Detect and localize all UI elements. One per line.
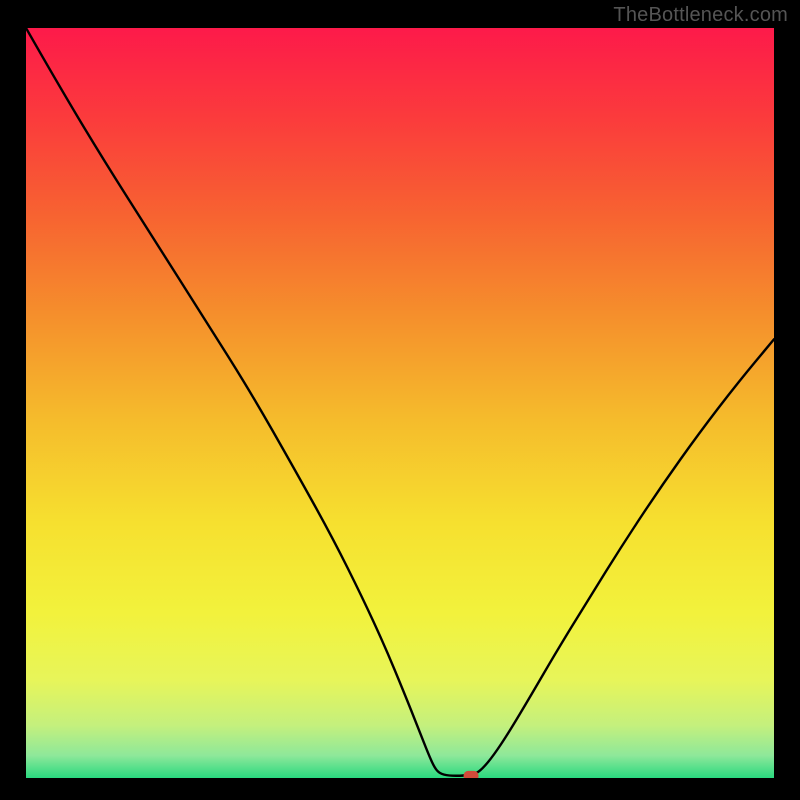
watermark-text: TheBottleneck.com xyxy=(613,4,788,27)
gradient-background xyxy=(26,28,774,778)
chart-svg xyxy=(26,28,774,778)
plot-area xyxy=(26,28,774,778)
optimal-marker xyxy=(464,771,479,778)
chart-frame: TheBottleneck.com xyxy=(0,0,800,800)
